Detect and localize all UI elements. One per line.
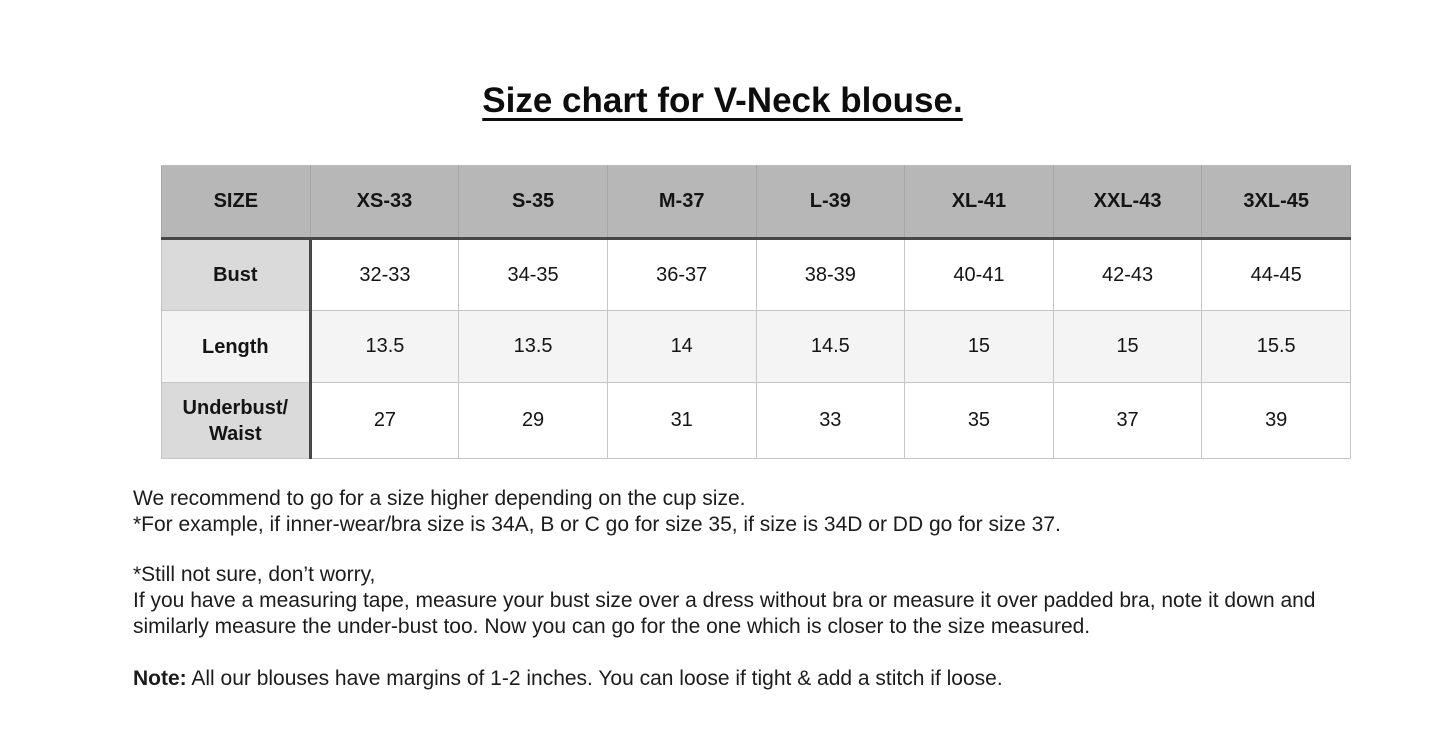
cell-length-xxl: 15 — [1052, 310, 1203, 383]
cell-bust-m: 36-37 — [606, 238, 757, 311]
cell-underbust-xs: 27 — [309, 382, 460, 459]
measuring-instructions: If you have a measuring tape, measure yo… — [133, 589, 1316, 638]
cell-bust-s: 34-35 — [458, 238, 608, 311]
table-header-row: SIZE XS-33 S-35 M-37 L-39 XL-41 XXL-43 3… — [161, 165, 1351, 240]
cell-underbust-m: 31 — [606, 382, 757, 459]
measuring-paragraph: *Still not sure, don’t worry, If you hav… — [133, 562, 1349, 640]
header-cell-xl: XL-41 — [904, 165, 1054, 240]
cell-length-s: 13.5 — [458, 310, 608, 383]
cell-underbust-s: 29 — [458, 382, 608, 459]
table-row-bust: Bust 32-33 34-35 36-37 38-39 40-41 42-43… — [161, 238, 1351, 311]
table-row-underbust: Underbust/ Waist 27 29 31 33 35 37 39 — [161, 382, 1351, 459]
cell-underbust-l: 33 — [755, 382, 906, 459]
cell-bust-xs: 32-33 — [309, 238, 460, 311]
still-not-sure-line: *Still not sure, don’t worry, — [133, 563, 376, 586]
cell-underbust-xxl: 37 — [1052, 382, 1203, 459]
cell-bust-xxl: 42-43 — [1052, 238, 1203, 311]
page-title: Size chart for V-Neck blouse. — [482, 81, 963, 121]
header-cell-size: SIZE — [161, 165, 311, 240]
header-cell-3xl: 3XL-45 — [1201, 165, 1351, 240]
table-row-length: Length 13.5 13.5 14 14.5 15 15 15.5 — [161, 310, 1351, 383]
cell-underbust-xl: 35 — [904, 382, 1054, 459]
row-label-underbust-waist: Underbust/ Waist — [161, 382, 312, 459]
note-text: All our blouses have margins of 1-2 inch… — [186, 667, 1003, 690]
row-label-bust: Bust — [161, 238, 312, 311]
recommendation-line: We recommend to go for a size higher dep… — [133, 487, 746, 510]
header-cell-xxl: XXL-43 — [1052, 165, 1203, 240]
cell-length-3xl: 15.5 — [1201, 310, 1351, 383]
cell-underbust-3xl: 39 — [1201, 382, 1351, 459]
cell-bust-l: 38-39 — [755, 238, 906, 311]
note-paragraph: Note: All our blouses have margins of 1-… — [133, 666, 1349, 692]
cell-bust-3xl: 44-45 — [1201, 238, 1351, 311]
size-chart-table: SIZE XS-33 S-35 M-37 L-39 XL-41 XXL-43 3… — [161, 165, 1351, 459]
row-label-length: Length — [161, 310, 312, 383]
size-chart-table-container: SIZE XS-33 S-35 M-37 L-39 XL-41 XXL-43 3… — [161, 165, 1351, 459]
header-cell-m: M-37 — [606, 165, 757, 240]
cell-length-l: 14.5 — [755, 310, 906, 383]
cell-length-m: 14 — [606, 310, 757, 383]
note-label: Note: — [133, 667, 187, 690]
recommendation-paragraph: We recommend to go for a size higher dep… — [133, 486, 1349, 538]
header-cell-s: S-35 — [458, 165, 608, 240]
cell-length-xl: 15 — [904, 310, 1054, 383]
header-cell-xs: XS-33 — [309, 165, 460, 240]
example-line: *For example, if inner-wear/bra size is … — [133, 513, 1061, 536]
cell-bust-xl: 40-41 — [904, 238, 1054, 311]
cell-length-xs: 13.5 — [309, 310, 460, 383]
header-cell-l: L-39 — [755, 165, 906, 240]
